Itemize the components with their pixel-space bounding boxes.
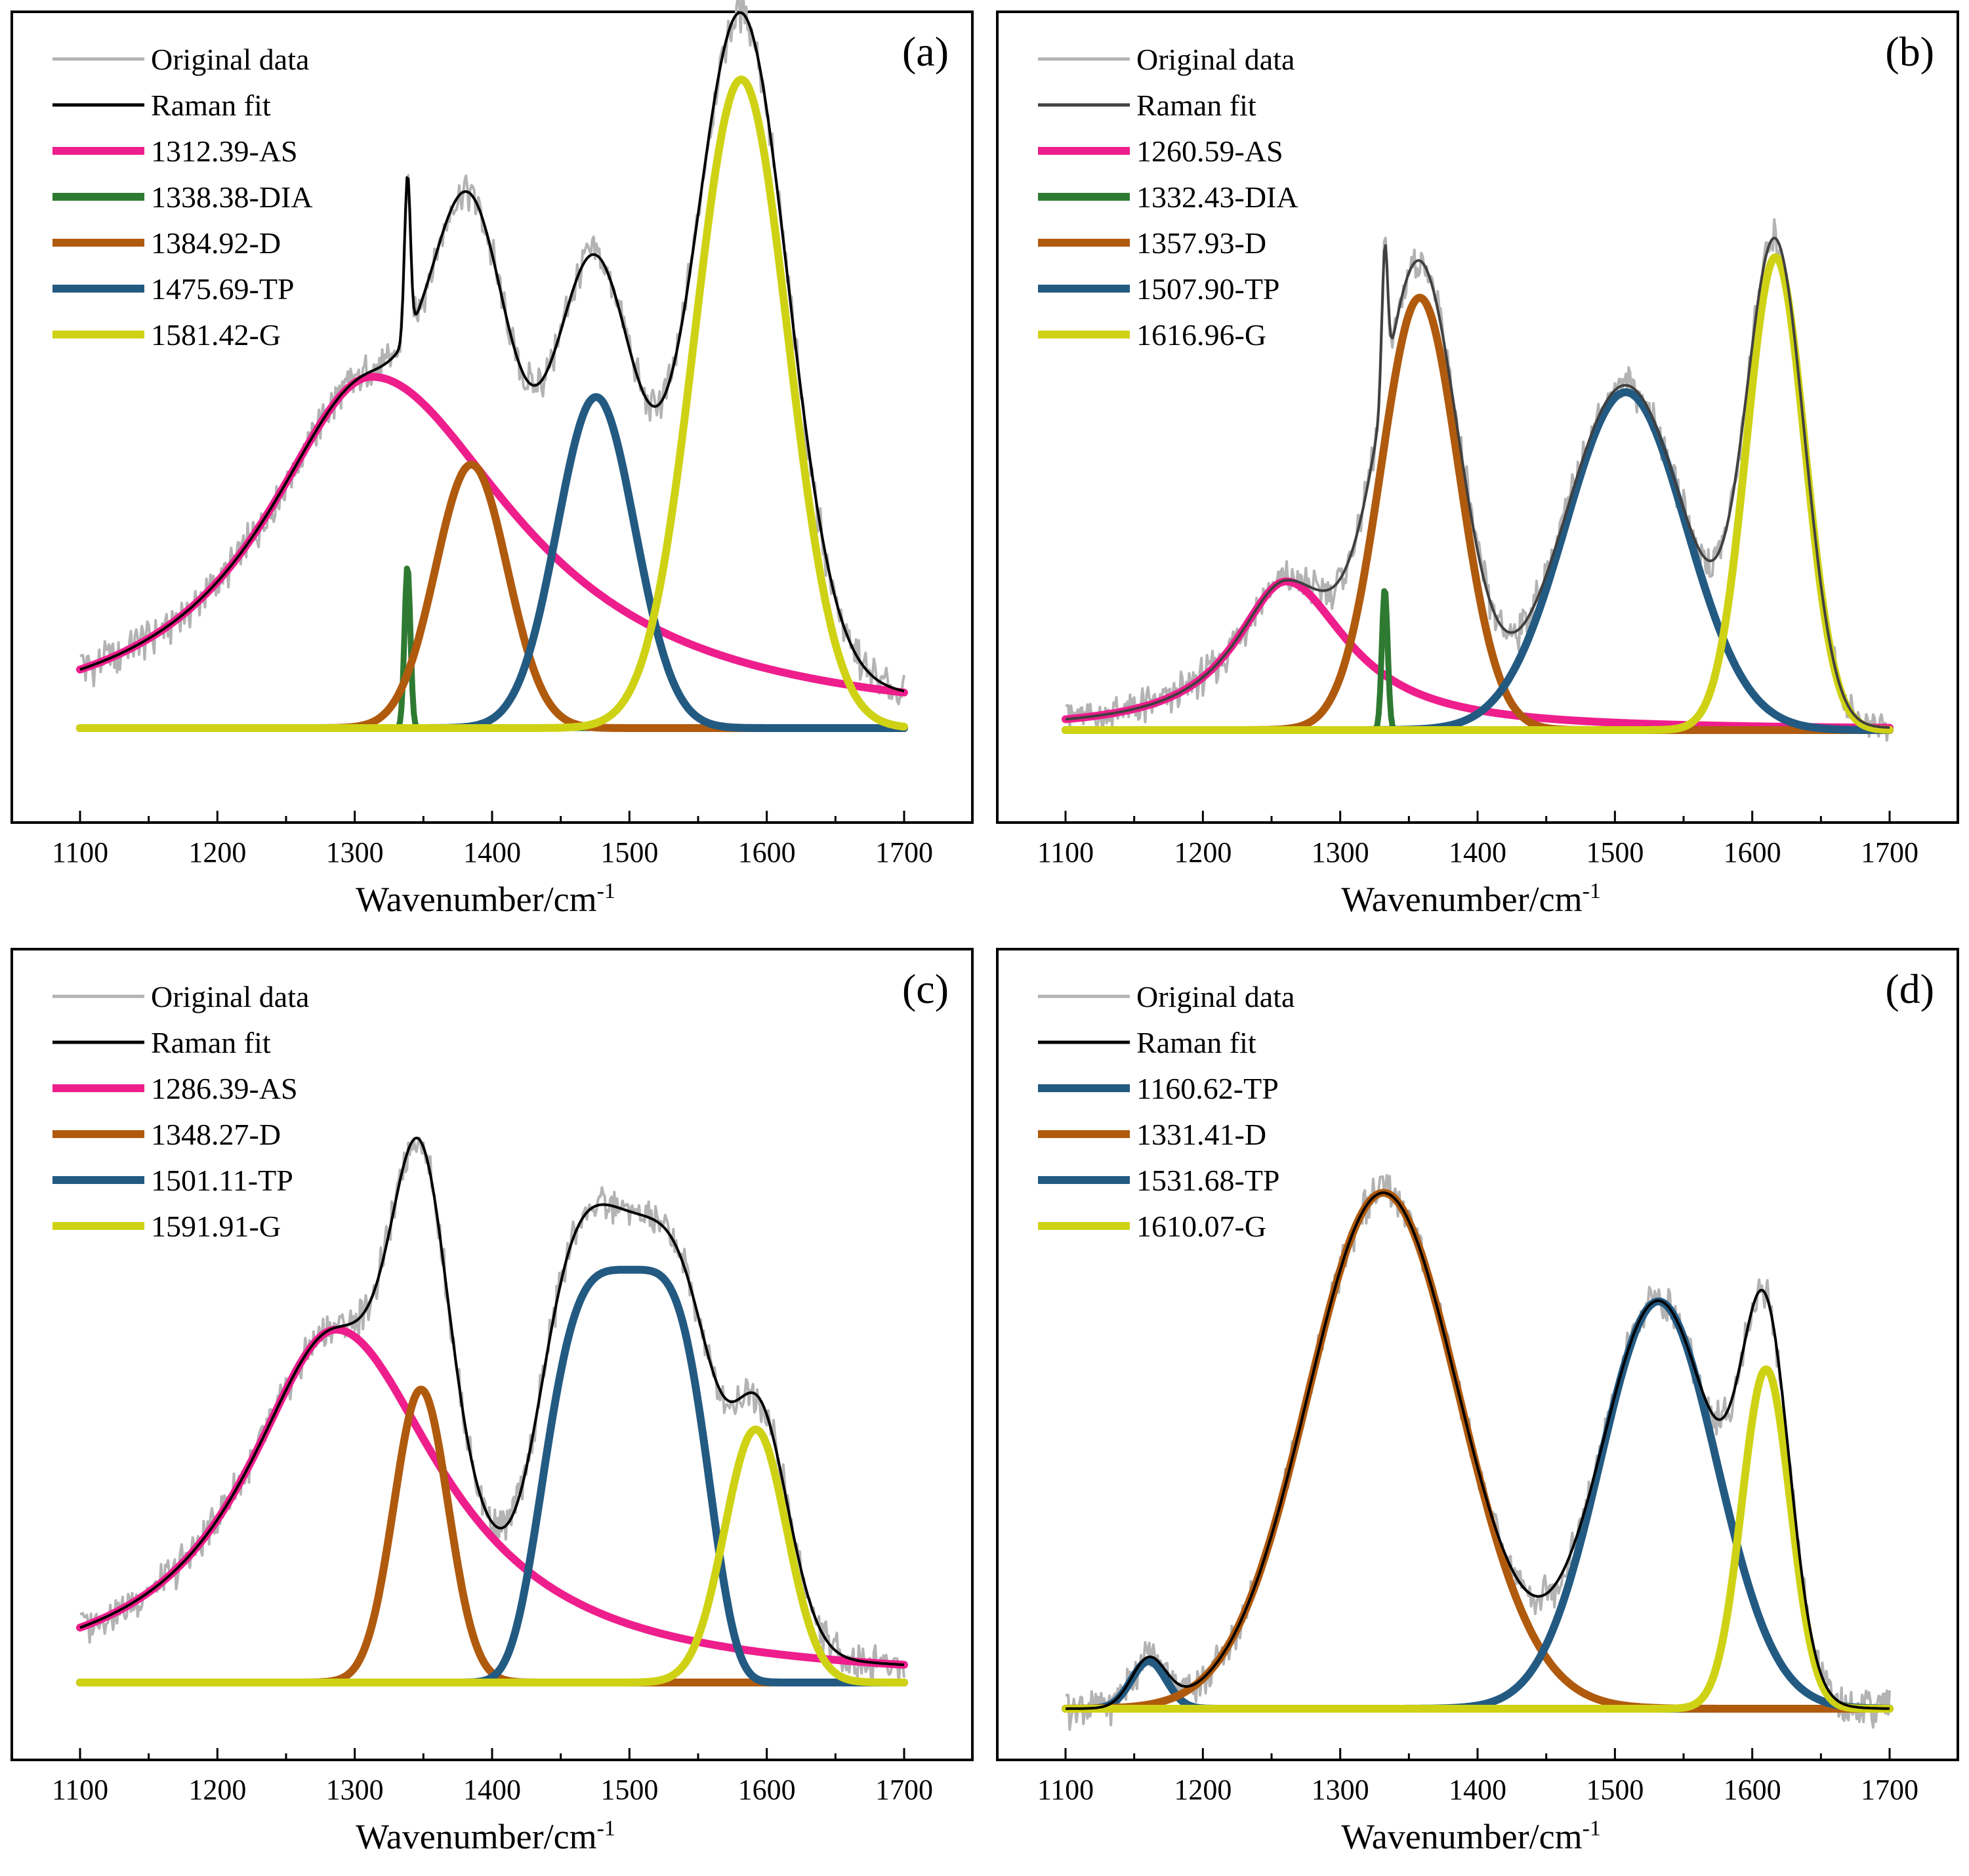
panel-label: (b)	[1885, 28, 1934, 75]
x-tick-label: 1700	[1861, 836, 1918, 868]
peak-tp-line	[1062, 1297, 1894, 1713]
x-axis: 1100 1200 1300 1400 1500 1600 1700 Wavenumber/c…	[1037, 1748, 1918, 1856]
legend-label: Raman fit	[1136, 1026, 1256, 1059]
legend: Original data Raman fit 1312.39-AS 1338.38-…	[52, 43, 313, 352]
panel-label: (c)	[902, 966, 949, 1012]
legend-label: 1531.68-TP	[1136, 1164, 1280, 1197]
x-axis-label: Wavenumber/cm-1	[1341, 1816, 1601, 1856]
x-axis-label: Wavenumber/cm-1	[1341, 879, 1601, 919]
raman-fit-line	[1066, 1191, 1890, 1710]
x-tick-label: 1600	[1724, 1774, 1781, 1806]
legend-label: Original data	[1136, 980, 1295, 1013]
legend-label: 1384.92-D	[151, 226, 281, 260]
x-tick-label: 1400	[463, 836, 521, 868]
x-tick-label: 1200	[1174, 1774, 1232, 1806]
x-tick-label: 1700	[875, 836, 933, 868]
x-tick-label: 1500	[1586, 1774, 1644, 1806]
x-tick-label: 1300	[326, 836, 384, 868]
panel-c: 1100 1200 1300 1400 1500 1600 1700 Wavenumber/c…	[10, 948, 974, 1856]
x-tick-label: 1500	[1586, 836, 1644, 868]
x-tick-label: 1200	[188, 1774, 246, 1806]
legend-label: 1357.93-D	[1136, 226, 1266, 260]
x-tick-label: 1300	[326, 1774, 384, 1806]
x-tick-label: 1200	[1174, 836, 1232, 868]
x-axis-label-superscript: -1	[1583, 1816, 1601, 1841]
panel-d: 1100 1200 1300 1400 1500 1600 1700 Wavenumber/c…	[996, 948, 1959, 1856]
x-tick-label: 1400	[463, 1774, 521, 1806]
legend: Original data Raman fit 1160.62-TP 1331.41-…	[1038, 980, 1295, 1243]
x-tick-label: 1100	[52, 836, 108, 868]
legend-label: 1475.69-TP	[151, 272, 295, 306]
x-axis-label-superscript: -1	[597, 879, 615, 903]
peak-tp-line	[76, 393, 908, 732]
peak-g-line	[76, 75, 908, 732]
legend-label: 1348.27-D	[151, 1118, 281, 1151]
legend-label: 1616.96-G	[1136, 318, 1266, 352]
raman-fit-line	[79, 11, 905, 693]
x-tick-label: 1400	[1449, 1774, 1506, 1806]
x-axis-label-superscript: -1	[597, 1816, 615, 1841]
panel-frame	[996, 948, 1959, 1761]
legend-label: Raman fit	[1136, 89, 1256, 122]
x-tick-label: 1100	[1037, 836, 1094, 868]
peak-as-line	[76, 373, 908, 697]
x-tick-label: 1700	[1861, 1774, 1918, 1806]
legend-label: 1501.11-TP	[151, 1164, 293, 1197]
x-axis-label: Wavenumber/cm-1	[356, 1816, 615, 1856]
peak-g-line	[1062, 253, 1894, 734]
legend-label: 1338.38-DIA	[151, 180, 313, 214]
panel-frame	[10, 10, 974, 824]
legend-label: Original data	[151, 980, 309, 1013]
legend: Original data Raman fit 1286.39-AS 1348.27-…	[52, 980, 309, 1243]
legend-label: Raman fit	[151, 89, 271, 122]
panel-b: 1100 1200 1300 1400 1500 1600 1700 Wavenumber/c…	[996, 10, 1959, 919]
legend-label: 1507.90-TP	[1136, 272, 1280, 306]
x-tick-label: 1200	[188, 836, 246, 868]
x-axis-label: Wavenumber/cm-1	[356, 879, 615, 919]
legend-label: Original data	[151, 43, 309, 76]
x-axis: 1100 1200 1300 1400 1500 1600 1700 Wavenumber/c…	[1037, 811, 1918, 919]
x-tick-label: 1600	[738, 836, 796, 868]
x-tick-label: 1100	[1037, 1774, 1094, 1806]
original-data-line	[79, 1136, 905, 1684]
x-tick-label: 1300	[1312, 1774, 1369, 1806]
legend-label: 1610.07-G	[1136, 1210, 1266, 1243]
legend: Original data Raman fit 1260.59-AS 1332.43-…	[1038, 43, 1298, 352]
panel-label: (d)	[1885, 966, 1934, 1012]
legend-label: 1260.59-AS	[1136, 134, 1283, 168]
legend-label: 1591.91-G	[151, 1210, 281, 1243]
x-tick-label: 1600	[738, 1774, 796, 1806]
x-tick-label: 1100	[52, 1774, 108, 1806]
legend-label: 1286.39-AS	[151, 1072, 298, 1105]
x-tick-label: 1500	[600, 836, 658, 868]
legend-label: Raman fit	[151, 1026, 271, 1059]
x-axis: 1100 1200 1300 1400 1500 1600 1700 Wavenumber/c…	[52, 1748, 933, 1856]
x-tick-label: 1300	[1312, 836, 1369, 868]
legend-label: Original data	[1136, 43, 1295, 76]
legend-label: 1312.39-AS	[151, 134, 298, 168]
legend-label: 1581.42-G	[151, 318, 281, 352]
x-tick-label: 1700	[875, 1774, 933, 1806]
x-tick-label: 1400	[1449, 836, 1506, 868]
raman-fit-line	[79, 1136, 905, 1666]
original-data-line	[1066, 1173, 1891, 1731]
x-tick-label: 1500	[600, 1774, 658, 1806]
peak-g-line	[1062, 1365, 1894, 1713]
x-axis: 1100 1200 1300 1400 1500 1600 1700 Wavenumber/c…	[52, 811, 933, 919]
legend-label: 1160.62-TP	[1136, 1072, 1279, 1105]
x-axis-label-superscript: -1	[1583, 879, 1601, 903]
x-tick-label: 1600	[1724, 836, 1781, 868]
legend-label: 1332.43-DIA	[1136, 180, 1298, 214]
peak-d-line	[1062, 293, 1894, 734]
panel-label: (a)	[902, 28, 949, 75]
raman-fit-line	[1065, 236, 1890, 729]
peak-g-line	[76, 1425, 908, 1686]
legend-label: 1331.41-D	[1136, 1118, 1266, 1151]
panel-a: 1100 1200 1300 1400 1500 1600 1700 Wavenumber/c…	[10, 0, 974, 919]
